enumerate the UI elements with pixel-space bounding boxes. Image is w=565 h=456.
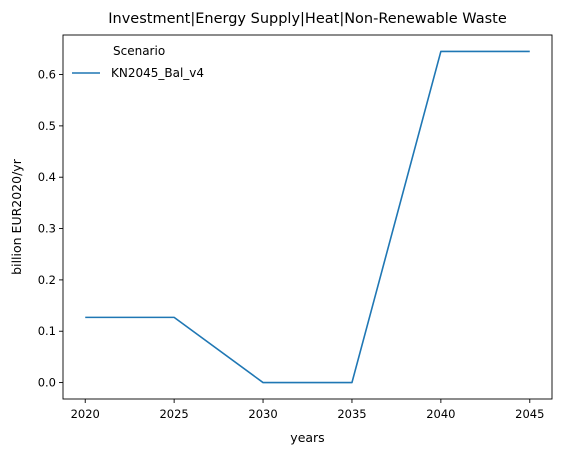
y-axis-label: billion EUR2020/yr [9,158,24,275]
y-tick-label: 0.5 [38,119,56,133]
x-tick-label: 2045 [515,407,544,421]
y-tick-label: 0.4 [38,170,56,184]
legend: Scenario KN2045_Bal_v4 [72,44,204,80]
legend-title: Scenario [113,44,165,58]
x-tick-label: 2040 [426,407,455,421]
series-line-kn2045-bal-v4 [85,50,530,384]
series-group [85,50,530,384]
chart-title: Investment|Energy Supply|Heat|Non-Renewa… [108,11,507,27]
y-tick-label: 0.2 [38,273,56,287]
x-tick-label: 2035 [337,407,366,421]
x-tick-label: 2020 [71,407,100,421]
plot-frame [62,34,553,400]
y-tick-label: 0.3 [38,222,56,236]
x-axis-ticks: 2020 2025 2030 2035 2040 2045 [71,399,544,421]
y-tick-label: 0.6 [38,68,56,82]
x-tick-label: 2030 [248,407,277,421]
x-axis-label: years [290,430,324,445]
y-tick-label: 0.1 [38,324,56,338]
legend-label-kn2045-bal-v4: KN2045_Bal_v4 [111,66,204,80]
x-tick-label: 2025 [159,407,188,421]
y-tick-label: 0.0 [38,376,56,390]
y-axis-ticks: 0.0 0.1 0.2 0.3 0.4 0.5 0.6 [38,68,63,390]
